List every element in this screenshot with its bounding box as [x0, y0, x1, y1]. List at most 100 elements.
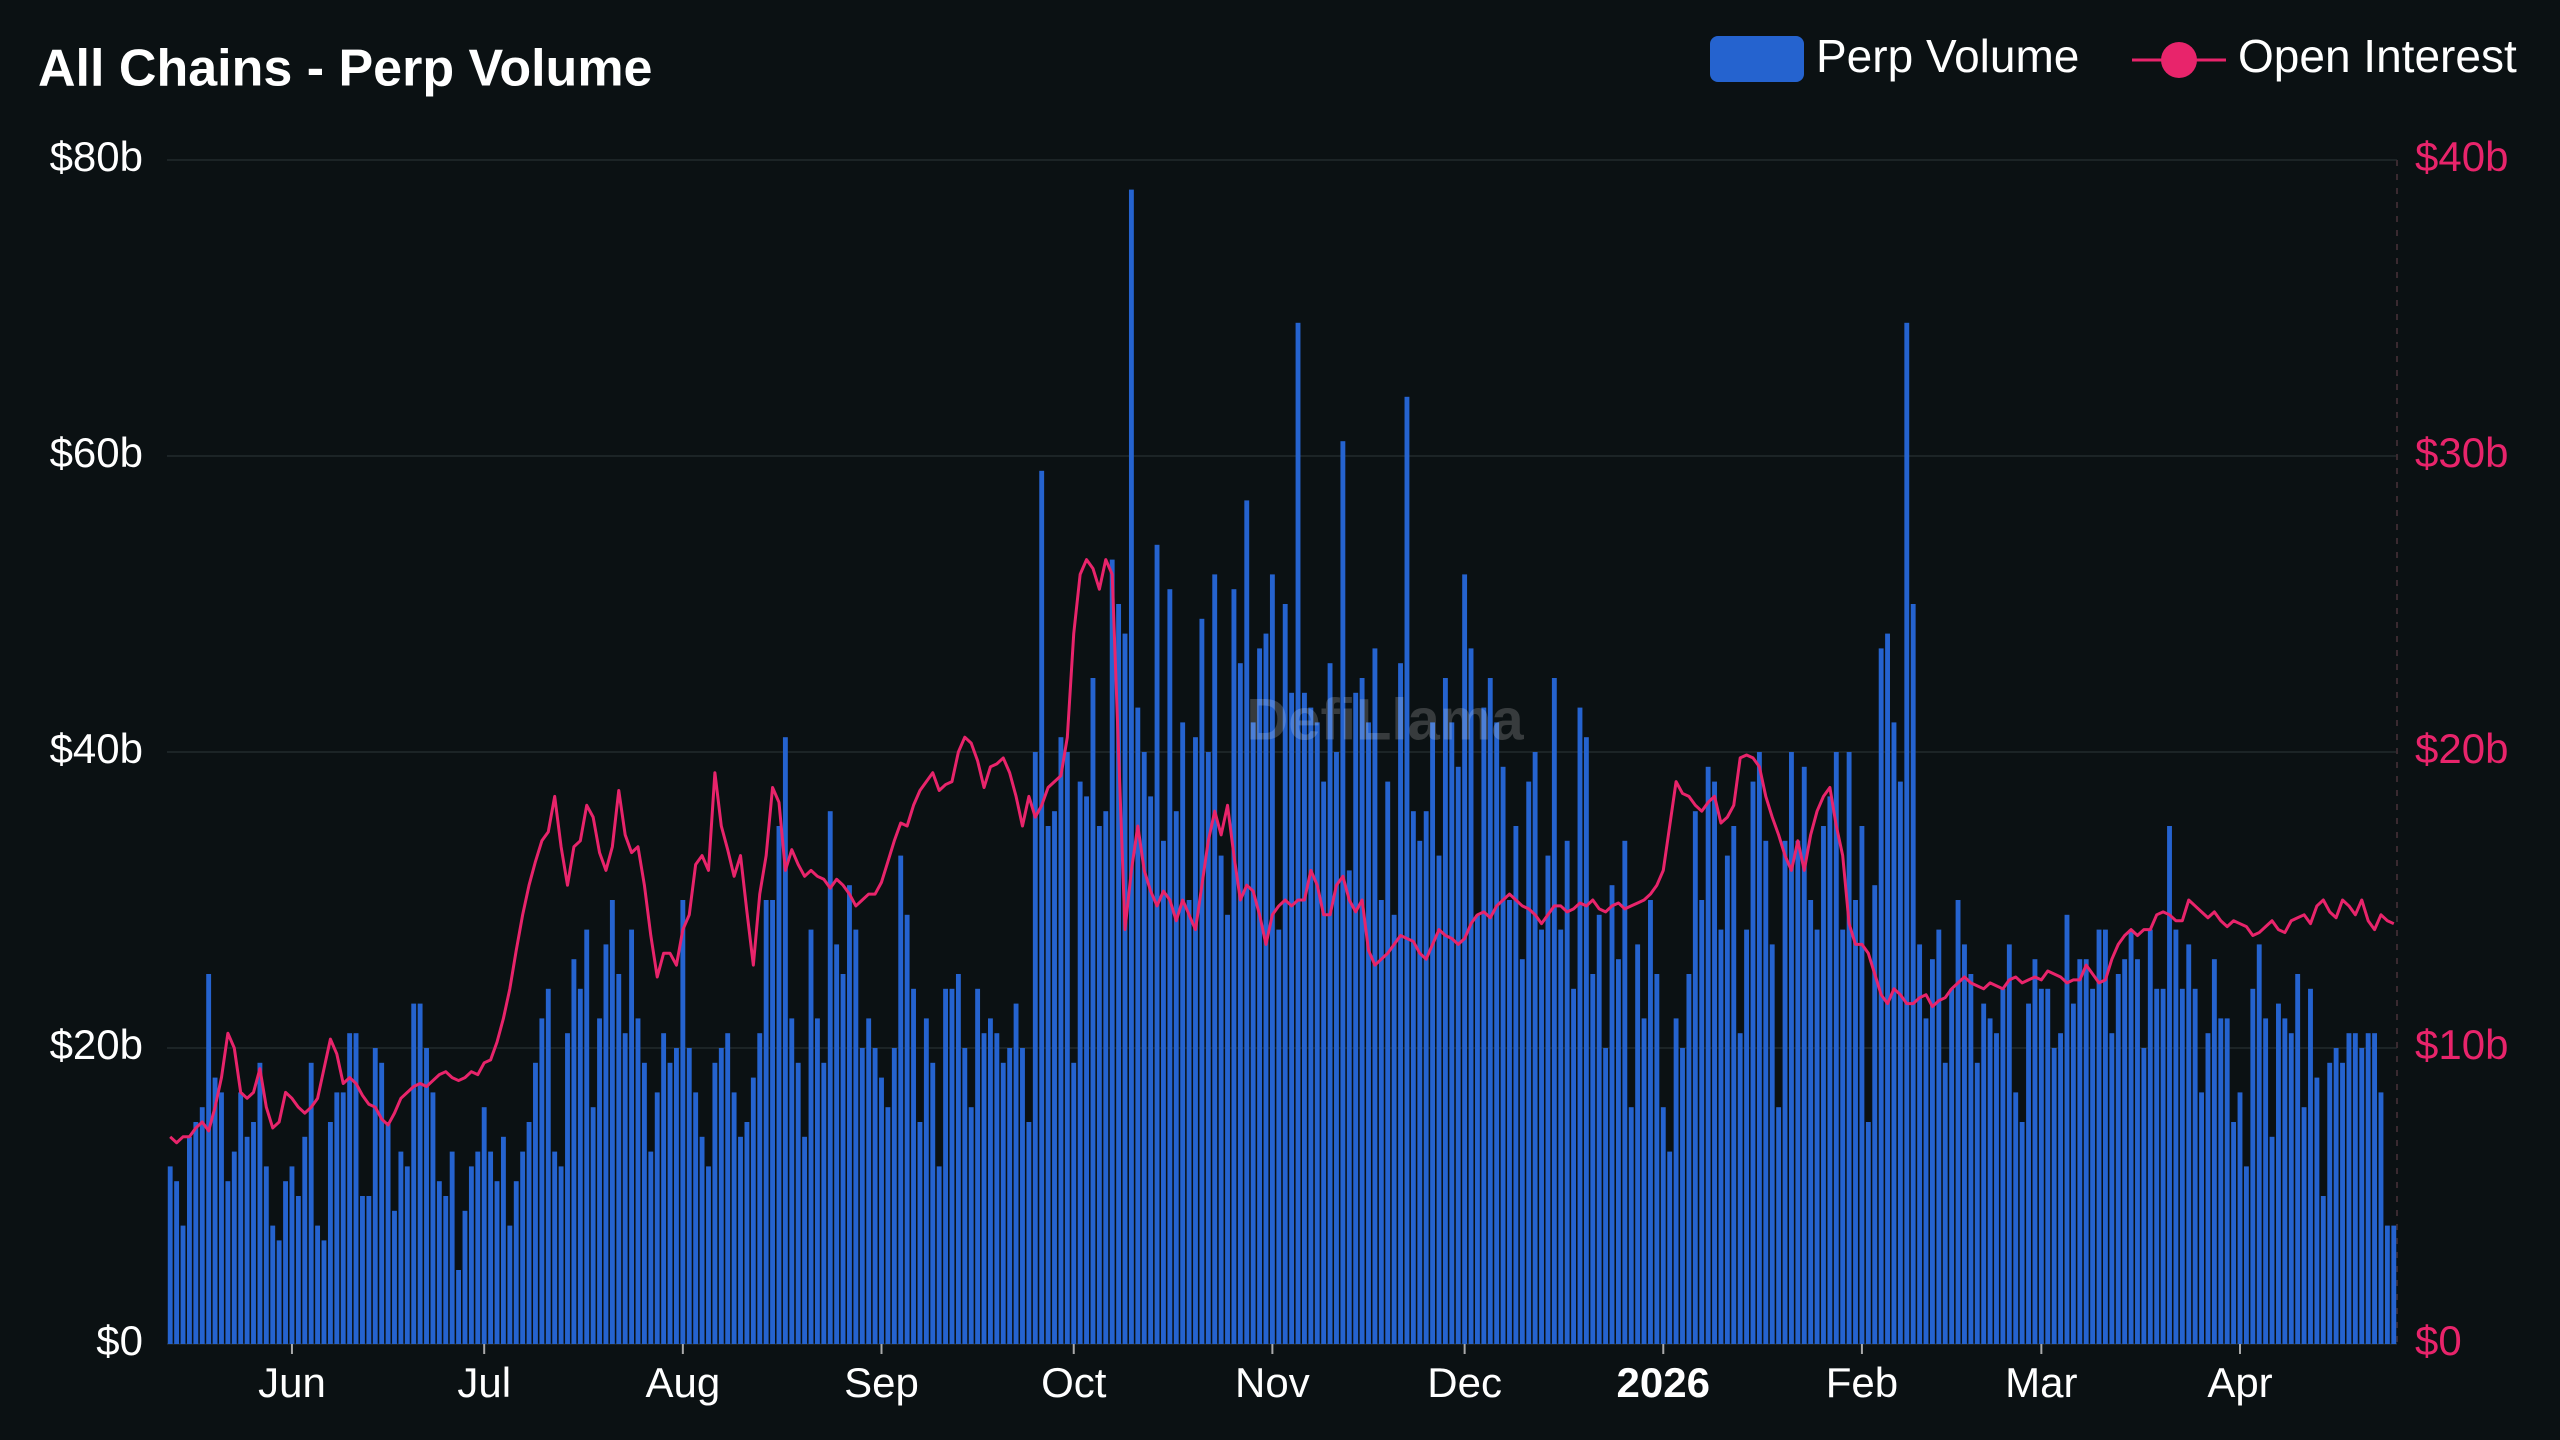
bar — [424, 1048, 429, 1344]
bar — [347, 1033, 353, 1344]
bar — [1699, 900, 1705, 1344]
bar — [2314, 1077, 2320, 1344]
bar — [167, 1166, 173, 1344]
bar — [930, 1062, 936, 1344]
bar — [1282, 604, 1288, 1344]
bar — [385, 1122, 391, 1344]
bar — [770, 900, 775, 1344]
bar — [1301, 692, 1307, 1344]
chart-title: All Chains - Perp Volume — [38, 40, 652, 98]
bar — [2064, 914, 2070, 1344]
x-tick-label: Aug — [645, 1359, 720, 1406]
bar — [238, 1092, 244, 1344]
bar — [565, 1033, 570, 1344]
bar — [840, 974, 846, 1344]
bar — [1904, 322, 1910, 1344]
bar — [648, 1151, 654, 1344]
bar — [2327, 1062, 2333, 1344]
bar — [2179, 988, 2185, 1344]
bar — [475, 1151, 481, 1344]
bar — [1917, 944, 1923, 1344]
bar — [622, 1033, 628, 1344]
bar — [1872, 885, 1878, 1344]
bar — [2135, 959, 2140, 1344]
bar — [1609, 885, 1615, 1344]
bar — [1737, 1033, 1743, 1344]
bar — [1475, 914, 1480, 1344]
bar — [1225, 914, 1230, 1344]
bar — [2109, 1033, 2115, 1344]
bar — [1769, 944, 1775, 1344]
bar — [295, 1196, 301, 1344]
bar — [1193, 737, 1198, 1344]
bar — [1821, 826, 1826, 1344]
bar — [2186, 944, 2192, 1344]
bar — [1276, 929, 1282, 1344]
bar — [1648, 900, 1653, 1344]
bar — [2352, 1033, 2358, 1344]
bar — [853, 929, 859, 1344]
bar — [1410, 811, 1416, 1344]
bar — [1218, 855, 1224, 1344]
bar — [1032, 752, 1038, 1344]
bar — [763, 900, 769, 1344]
bar — [500, 1136, 506, 1344]
bar — [2070, 1003, 2076, 1344]
bar — [321, 1240, 327, 1344]
bar — [1366, 722, 1371, 1344]
bar — [2378, 1092, 2384, 1344]
bar — [340, 1092, 346, 1344]
legend: Perp Volume Open Interest — [1710, 30, 2517, 82]
bar — [411, 1003, 417, 1344]
bar — [1692, 811, 1698, 1344]
bar — [2128, 929, 2134, 1344]
x-tick-label: Oct — [1041, 1359, 1107, 1406]
bar — [1090, 678, 1096, 1344]
y-tick-label: $40b — [50, 725, 143, 772]
bar — [2038, 988, 2044, 1344]
bar — [1558, 929, 1564, 1344]
bar — [1987, 1018, 1993, 1344]
bar — [1109, 559, 1115, 1344]
y2-tick-label: $10b — [2415, 1021, 2508, 1068]
bar — [2224, 1018, 2230, 1344]
bar — [1199, 618, 1205, 1344]
bar — [2090, 988, 2096, 1344]
bar — [193, 1122, 199, 1344]
bar — [2301, 1107, 2307, 1344]
bar — [718, 1048, 724, 1344]
bar — [1186, 900, 1192, 1344]
bar — [2032, 959, 2038, 1344]
bar — [1724, 855, 1730, 1344]
bar — [1180, 722, 1186, 1344]
bar — [943, 988, 949, 1344]
bar — [1449, 722, 1455, 1344]
bar — [219, 1092, 224, 1344]
bar — [2199, 1092, 2204, 1344]
bar — [2096, 929, 2102, 1344]
bar — [577, 988, 583, 1344]
bar — [488, 1151, 494, 1344]
x-tick-label: Feb — [1826, 1359, 1898, 1406]
bar — [1398, 663, 1403, 1344]
bar — [276, 1240, 282, 1344]
bar — [2147, 929, 2153, 1344]
bar — [430, 1092, 436, 1344]
bar — [2019, 1122, 2025, 1344]
bar — [1942, 1062, 1948, 1344]
bar — [1481, 707, 1487, 1344]
bar — [1244, 500, 1250, 1344]
bar — [1833, 752, 1839, 1344]
bar — [1442, 678, 1448, 1344]
bar — [2391, 1225, 2397, 1344]
bar — [962, 1048, 968, 1344]
bar — [1814, 929, 1820, 1344]
bar — [1865, 1122, 1871, 1344]
bar — [1161, 840, 1166, 1344]
bar — [1981, 1003, 1987, 1344]
bar — [1929, 959, 1935, 1344]
bar — [706, 1166, 711, 1344]
bar — [827, 811, 833, 1344]
bar — [847, 885, 852, 1344]
